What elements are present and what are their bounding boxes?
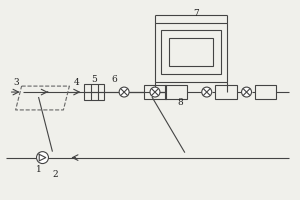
Circle shape [37, 152, 49, 164]
Bar [155, 23, 226, 82]
Bar [165, 85, 187, 99]
Bar [215, 85, 237, 99]
Text: 3: 3 [14, 78, 19, 87]
Text: 1: 1 [35, 165, 41, 174]
Bar [144, 85, 166, 99]
Circle shape [202, 87, 212, 97]
Text: 8: 8 [178, 98, 184, 107]
Text: 6: 6 [111, 75, 117, 84]
Text: 2: 2 [52, 170, 58, 179]
Text: 4: 4 [74, 78, 79, 87]
Circle shape [150, 87, 160, 97]
Text: 7: 7 [193, 9, 199, 18]
Bar [84, 84, 104, 100]
Circle shape [242, 87, 251, 97]
Bar [161, 30, 221, 74]
Circle shape [119, 87, 129, 97]
Bar [254, 85, 276, 99]
Bar [169, 38, 213, 66]
Text: 5: 5 [91, 75, 97, 84]
